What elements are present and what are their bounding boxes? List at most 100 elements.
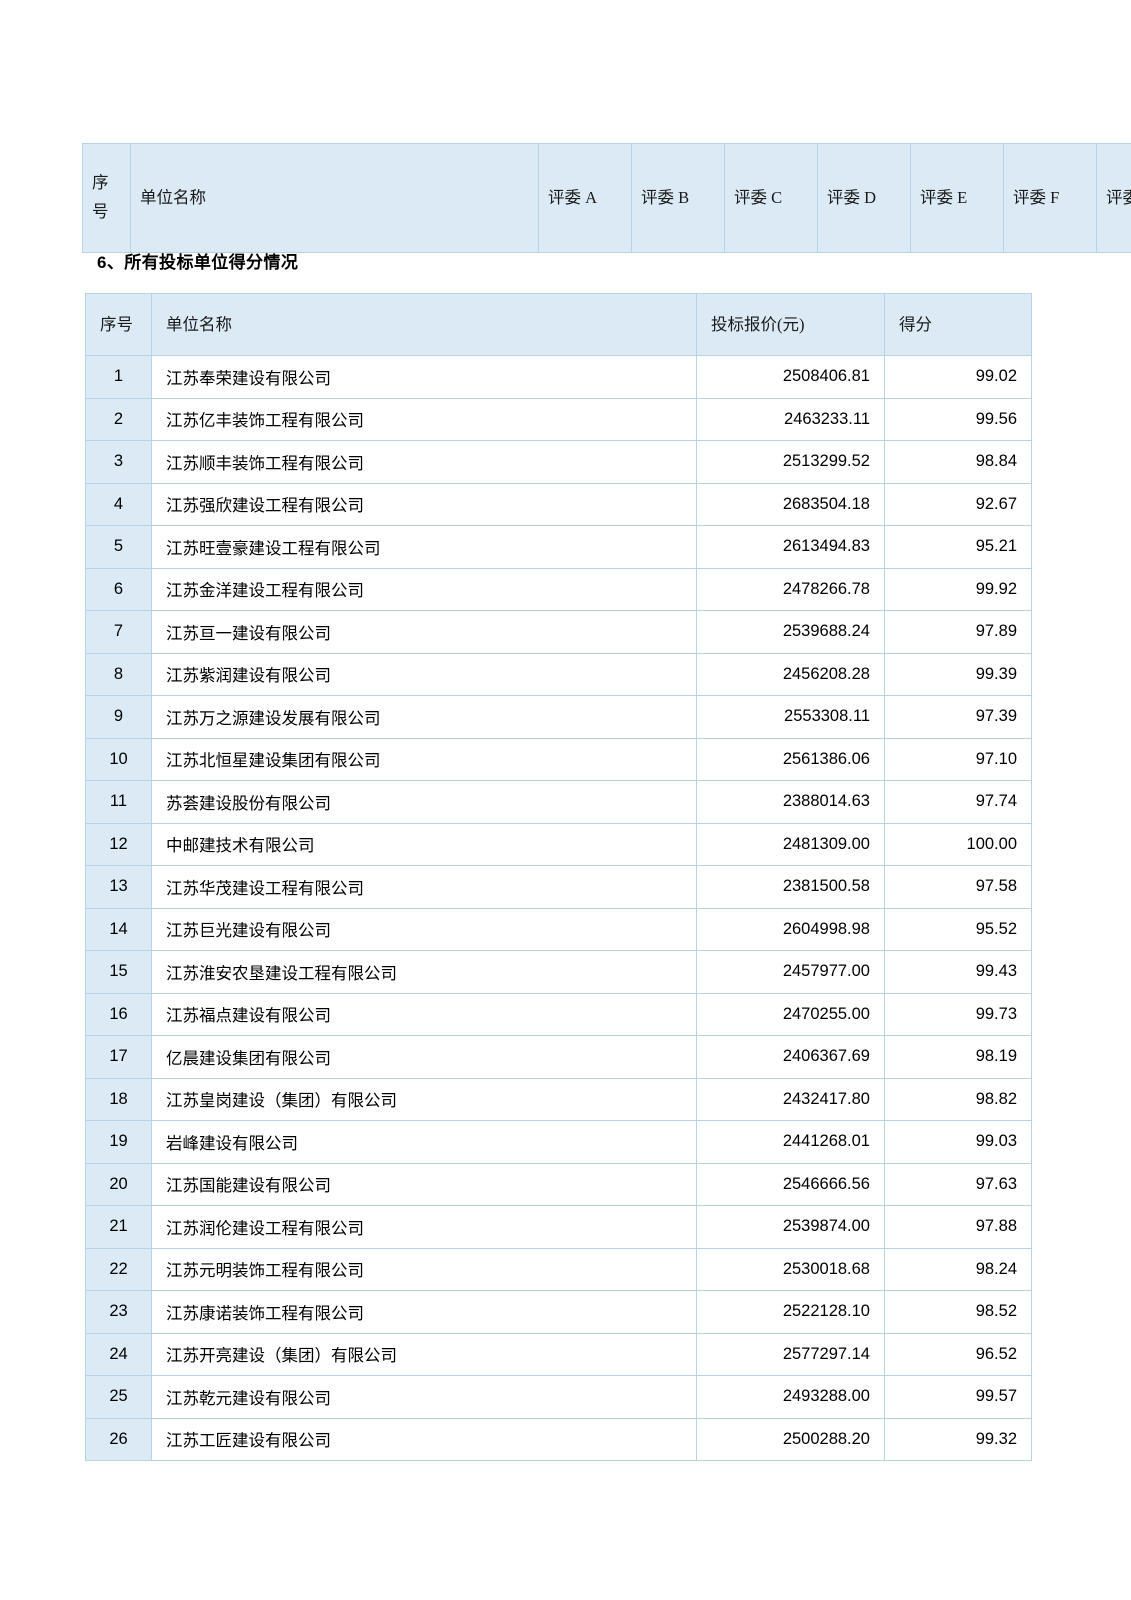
table-row: 1 江苏奉荣建设有限公司 2508406.81 99.02 — [85, 355, 1032, 399]
row-sequence: 21 — [85, 1205, 152, 1249]
table-row: 22 江苏元明装饰工程有限公司 2530018.68 98.24 — [85, 1247, 1032, 1291]
row-score: 97.39 — [884, 695, 1032, 739]
row-sequence: 23 — [85, 1290, 152, 1334]
header-seq-line2: 号 — [92, 202, 109, 221]
table-row: 8 江苏紫润建设有限公司 2456208.28 99.39 — [85, 652, 1032, 696]
table-row: 11 苏荟建设股份有限公司 2388014.63 97.74 — [85, 780, 1032, 824]
all-bidders-score-table: 序号 单位名称 投标报价(元) 得分 1 江苏奉荣建设有限公司 2508406.81… — [85, 293, 1032, 1461]
row-score: 98.52 — [884, 1290, 1032, 1334]
row-unit-name: 江苏顺丰装饰工程有限公司 — [151, 440, 697, 484]
row-unit-name: 江苏金洋建设工程有限公司 — [151, 567, 697, 611]
row-bid-price: 2457977.00 — [696, 950, 885, 994]
row-sequence: 15 — [85, 950, 152, 994]
row-sequence: 19 — [85, 1120, 152, 1164]
row-score: 98.82 — [884, 1077, 1032, 1121]
continued-judge-table: 序 号 单位名称 评委 A 评委 B 评委 C 评委 D 评委 E 评委 F 评… — [82, 143, 1131, 253]
row-bid-price: 2561386.06 — [696, 737, 885, 781]
row-bid-price: 2539688.24 — [696, 610, 885, 654]
table-row: 18 江苏皇岗建设（集团）有限公司 2432417.80 98.82 — [85, 1077, 1032, 1121]
row-unit-name: 中邮建技术有限公司 — [151, 822, 697, 866]
row-bid-price: 2546666.56 — [696, 1162, 885, 1206]
row-sequence: 1 — [85, 355, 152, 399]
row-unit-name: 江苏亿丰装饰工程有限公司 — [151, 397, 697, 441]
row-bid-price: 2683504.18 — [696, 482, 885, 526]
row-score: 97.88 — [884, 1205, 1032, 1249]
row-unit-name: 江苏华茂建设工程有限公司 — [151, 865, 697, 909]
row-bid-price: 2388014.63 — [696, 780, 885, 824]
row-sequence: 6 — [85, 567, 152, 611]
row-unit-name: 江苏北恒星建设集团有限公司 — [151, 737, 697, 781]
row-unit-name: 江苏皇岗建设（集团）有限公司 — [151, 1077, 697, 1121]
row-score: 99.92 — [884, 567, 1032, 611]
table-row: 16 江苏福点建设有限公司 2470255.00 99.73 — [85, 992, 1032, 1036]
row-sequence: 20 — [85, 1162, 152, 1206]
row-sequence: 8 — [85, 652, 152, 696]
row-unit-name: 江苏旺壹豪建设工程有限公司 — [151, 525, 697, 569]
header-judge-g: 评委 G — [1096, 143, 1131, 253]
table-row: 6 江苏金洋建设工程有限公司 2478266.78 99.92 — [85, 567, 1032, 611]
table-row: 2 江苏亿丰装饰工程有限公司 2463233.11 99.56 — [85, 397, 1032, 441]
row-score: 100.00 — [884, 822, 1032, 866]
header-judge-a: 评委 A — [538, 143, 632, 253]
row-unit-name: 江苏康诺装饰工程有限公司 — [151, 1290, 697, 1334]
score-table-header-row: 序号 单位名称 投标报价(元) 得分 — [85, 293, 1032, 356]
table-row: 14 江苏巨光建设有限公司 2604998.98 95.52 — [85, 907, 1032, 951]
row-sequence: 16 — [85, 992, 152, 1036]
table-row: 20 江苏国能建设有限公司 2546666.56 97.63 — [85, 1162, 1032, 1206]
row-score: 99.73 — [884, 992, 1032, 1036]
row-score: 98.84 — [884, 440, 1032, 484]
row-score: 97.63 — [884, 1162, 1032, 1206]
header-unit-name: 单位名称 — [130, 143, 539, 253]
row-bid-price: 2508406.81 — [696, 355, 885, 399]
table-row: 10 江苏北恒星建设集团有限公司 2561386.06 97.10 — [85, 737, 1032, 781]
table-row: 13 江苏华茂建设工程有限公司 2381500.58 97.58 — [85, 865, 1032, 909]
row-bid-price: 2406367.69 — [696, 1035, 885, 1079]
row-score: 92.67 — [884, 482, 1032, 526]
row-bid-price: 2493288.00 — [696, 1375, 885, 1419]
table-row: 7 江苏亘一建设有限公司 2539688.24 97.89 — [85, 610, 1032, 654]
row-unit-name: 江苏元明装饰工程有限公司 — [151, 1247, 697, 1291]
row-bid-price: 2513299.52 — [696, 440, 885, 484]
row-score: 99.39 — [884, 652, 1032, 696]
table-row: 9 江苏万之源建设发展有限公司 2553308.11 97.39 — [85, 695, 1032, 739]
table-row: 21 江苏润伦建设工程有限公司 2539874.00 97.88 — [85, 1205, 1032, 1249]
row-sequence: 3 — [85, 440, 152, 484]
row-bid-price: 2500288.20 — [696, 1417, 885, 1461]
row-score: 98.24 — [884, 1247, 1032, 1291]
header-seq-line1: 序 — [92, 173, 109, 193]
row-bid-price: 2577297.14 — [696, 1332, 885, 1376]
table-row: 12 中邮建技术有限公司 2481309.00 100.00 — [85, 822, 1032, 866]
row-sequence: 11 — [85, 780, 152, 824]
row-score: 96.52 — [884, 1332, 1032, 1376]
row-score: 99.03 — [884, 1120, 1032, 1164]
row-sequence: 4 — [85, 482, 152, 526]
row-score: 97.10 — [884, 737, 1032, 781]
row-sequence: 2 — [85, 397, 152, 441]
row-bid-price: 2456208.28 — [696, 652, 885, 696]
row-bid-price: 2613494.83 — [696, 525, 885, 569]
row-bid-price: 2481309.00 — [696, 822, 885, 866]
header-judge-e: 评委 E — [910, 143, 1004, 253]
header-judge-b: 评委 B — [631, 143, 725, 253]
row-score: 99.56 — [884, 397, 1032, 441]
row-bid-price: 2463233.11 — [696, 397, 885, 441]
row-unit-name: 江苏福点建设有限公司 — [151, 992, 697, 1036]
score-header-seq: 序号 — [85, 293, 152, 356]
row-unit-name: 江苏乾元建设有限公司 — [151, 1375, 697, 1419]
row-score: 97.74 — [884, 780, 1032, 824]
table-row: 19 岩峰建设有限公司 2441268.01 99.03 — [85, 1120, 1032, 1164]
row-score: 98.19 — [884, 1035, 1032, 1079]
table-row: 25 江苏乾元建设有限公司 2493288.00 99.57 — [85, 1375, 1032, 1419]
row-unit-name: 江苏万之源建设发展有限公司 — [151, 695, 697, 739]
table-header-row: 序 号 单位名称 评委 A 评委 B 评委 C 评委 D 评委 E 评委 F 评… — [82, 143, 1131, 253]
row-unit-name: 江苏紫润建设有限公司 — [151, 652, 697, 696]
row-sequence: 13 — [85, 865, 152, 909]
row-bid-price: 2553308.11 — [696, 695, 885, 739]
row-score: 99.57 — [884, 1375, 1032, 1419]
row-bid-price: 2530018.68 — [696, 1247, 885, 1291]
row-bid-price: 2539874.00 — [696, 1205, 885, 1249]
row-bid-price: 2470255.00 — [696, 992, 885, 1036]
table-row: 15 江苏淮安农垦建设工程有限公司 2457977.00 99.43 — [85, 950, 1032, 994]
row-sequence: 14 — [85, 907, 152, 951]
